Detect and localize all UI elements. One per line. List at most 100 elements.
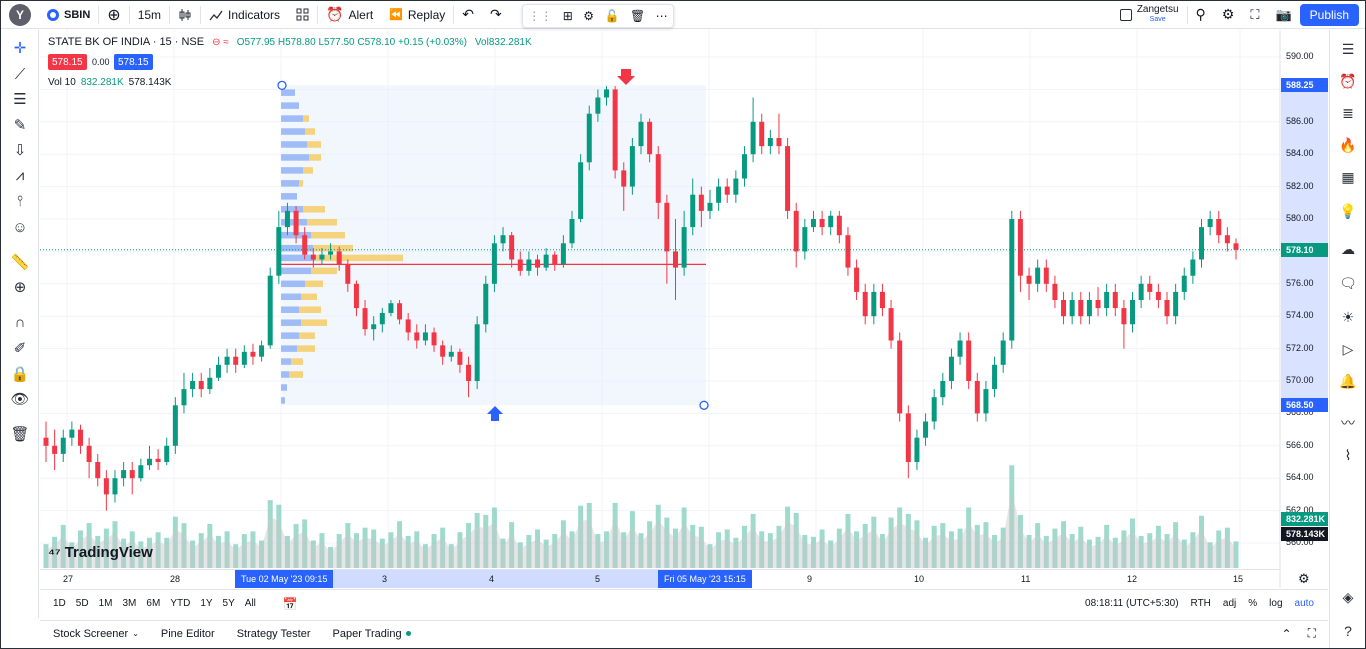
settings-button[interactable]: ⚙ — [1214, 1, 1243, 29]
alert-button[interactable]: ⏰ Alert — [318, 1, 381, 29]
layout-button[interactable]: Zangetsu Save — [1112, 1, 1187, 29]
chevron-up-icon[interactable]: ⌃ — [1281, 626, 1292, 641]
range-button-ytd[interactable]: YTD — [170, 598, 191, 609]
candle-body — [405, 319, 411, 333]
alarm-icon[interactable]: ⏰ — [1339, 72, 1357, 89]
projection-icon[interactable]: ⫯ — [16, 192, 24, 210]
volume-bar — [1112, 537, 1118, 568]
chart-type-button[interactable] — [170, 1, 200, 29]
search-button[interactable]: ⚲ — [1188, 1, 1214, 29]
publish-button[interactable]: Publish — [1299, 3, 1359, 26]
indicators-button[interactable]: Indicators — [201, 1, 288, 29]
fullscreen-button[interactable]: ⛶ — [1242, 1, 1267, 29]
smile-icon[interactable]: ☺ — [12, 218, 28, 236]
chat-icon[interactable]: ☁ — [1341, 240, 1355, 257]
candle-body — [483, 283, 489, 325]
hotlist-icon[interactable]: 🔥 — [1339, 136, 1357, 153]
fullscreen-icon: ⛶ — [1250, 6, 1260, 22]
range-button-6m[interactable]: 6M — [146, 598, 161, 609]
gear-icon[interactable]: ⚙ — [583, 9, 595, 23]
calendar-range-icon[interactable]: 📅 — [282, 596, 298, 611]
lock-icon[interactable]: 🔒 — [10, 366, 30, 383]
trash-icon[interactable]: 🗑 — [10, 426, 30, 443]
volume-bar — [854, 531, 860, 568]
maximize-icon[interactable]: ⛶ — [1307, 626, 1316, 640]
session-button[interactable]: RTH — [1190, 598, 1211, 609]
log-button[interactable]: log — [1269, 598, 1283, 609]
watchlist-icon[interactable]: ☰ — [1341, 40, 1355, 57]
volume-bar — [353, 533, 359, 568]
clock-label[interactable]: 08:18:11 (UTC+5:30) — [1085, 598, 1179, 609]
time-axis[interactable]: Tue 02 May '23 09:15 Fri 05 May '23 15:1… — [40, 569, 1280, 588]
snapshot-button[interactable]: 📷 — [1267, 1, 1299, 29]
volume-bar — [793, 513, 799, 568]
candle-body — [1026, 275, 1032, 284]
tab-stock-screener[interactable]: Stock Screener ⌄ — [42, 628, 150, 640]
layers-icon[interactable]: ◈ — [1342, 588, 1354, 605]
compare-button[interactable]: ⊕ — [99, 1, 128, 29]
range-button-5d[interactable]: 5D — [75, 598, 89, 609]
range-button-5y[interactable]: 5Y — [222, 598, 235, 609]
price-chart[interactable] — [40, 30, 1328, 588]
profile-sell-bar — [299, 332, 315, 339]
sell-price-box[interactable]: 578.15 — [48, 54, 87, 70]
horizontal-lines-icon[interactable]: ☰ — [13, 91, 27, 108]
redo-button[interactable]: ↷ — [482, 1, 510, 29]
more-icon[interactable]: ⋯ — [655, 9, 668, 23]
tab-strategy-tester[interactable]: Strategy Tester — [226, 628, 322, 640]
brush-icon[interactable]: ✎ — [13, 117, 27, 134]
percent-button[interactable]: % — [1248, 598, 1258, 609]
calendar-icon[interactable]: ▦ — [1341, 168, 1355, 185]
candle-body — [1017, 219, 1023, 276]
bulb-icon[interactable]: ☀ — [1341, 308, 1355, 325]
user-avatar[interactable]: Y — [9, 3, 31, 26]
volume-bar — [750, 513, 756, 568]
lock-icon[interactable]: 🔓 — [604, 9, 620, 23]
crosshair-icon[interactable]: ✛ — [13, 40, 27, 57]
magnet-icon[interactable]: ∩ — [14, 313, 26, 331]
buy-price-box[interactable]: 578.15 — [114, 54, 153, 70]
template-icon[interactable]: ⊞ — [562, 9, 573, 23]
trash-icon[interactable]: 🗑 — [629, 9, 646, 23]
volume-bar — [440, 527, 446, 568]
undo-button[interactable]: ↶ — [454, 1, 482, 29]
drag-handle-icon[interactable]: ⋮⋮ — [528, 9, 553, 23]
volume-bar — [103, 528, 109, 568]
arrow-down-icon[interactable]: ⇩ — [13, 142, 27, 159]
legend-eye-icon[interactable]: ⊖ ≈ — [212, 36, 229, 48]
eye-icon[interactable]: 👁 — [10, 391, 30, 408]
help-icon[interactable]: ? — [1344, 623, 1352, 639]
profile-buy-bar — [281, 306, 299, 313]
time-tick-label: 5 — [595, 574, 601, 584]
axis-settings-button[interactable]: ⚙ — [1298, 571, 1310, 586]
data-window-icon[interactable]: ≣ — [1342, 104, 1354, 121]
streams-icon[interactable]: ▷ — [1342, 340, 1354, 357]
signal-icon[interactable]: 〰 — [1341, 415, 1355, 431]
tab-pine-editor[interactable]: Pine Editor — [150, 628, 226, 640]
zoom-in-icon[interactable]: ⊕ — [13, 279, 27, 296]
tab-paper-trading[interactable]: Paper Trading — [322, 628, 422, 640]
drawing-handle — [277, 80, 287, 90]
replay-button[interactable]: ⏪ Replay — [381, 1, 453, 29]
profile-sell-bar — [307, 141, 321, 148]
symbol-search[interactable]: SBIN — [39, 1, 98, 29]
ideas-icon[interactable]: 💡 — [1339, 202, 1357, 219]
range-button-3m[interactable]: 3M — [122, 598, 137, 609]
volume-bar — [690, 524, 696, 568]
candle-body — [259, 345, 265, 357]
pencil-lock-icon[interactable]: ✐ — [13, 340, 27, 357]
templates-button[interactable] — [288, 1, 317, 29]
notifications-icon[interactable]: 🔔 — [1339, 372, 1357, 389]
range-button-1m[interactable]: 1M — [98, 598, 113, 609]
ruler-icon[interactable]: 📏 — [10, 254, 30, 271]
interval-button[interactable]: 15m — [137, 7, 162, 22]
range-button-all[interactable]: All — [244, 598, 256, 609]
trend-line-icon[interactable]: ⟋ — [14, 65, 26, 83]
range-button-1d[interactable]: 1D — [53, 598, 66, 609]
pattern-icon[interactable]: ⩘ — [15, 166, 25, 184]
pulse-icon[interactable]: ⌇ — [1344, 446, 1352, 463]
messages-icon[interactable]: 🗨 — [1339, 274, 1357, 291]
range-button-1y[interactable]: 1Y — [200, 598, 213, 609]
auto-button[interactable]: auto — [1294, 598, 1314, 609]
adj-button[interactable]: adj — [1222, 598, 1237, 609]
